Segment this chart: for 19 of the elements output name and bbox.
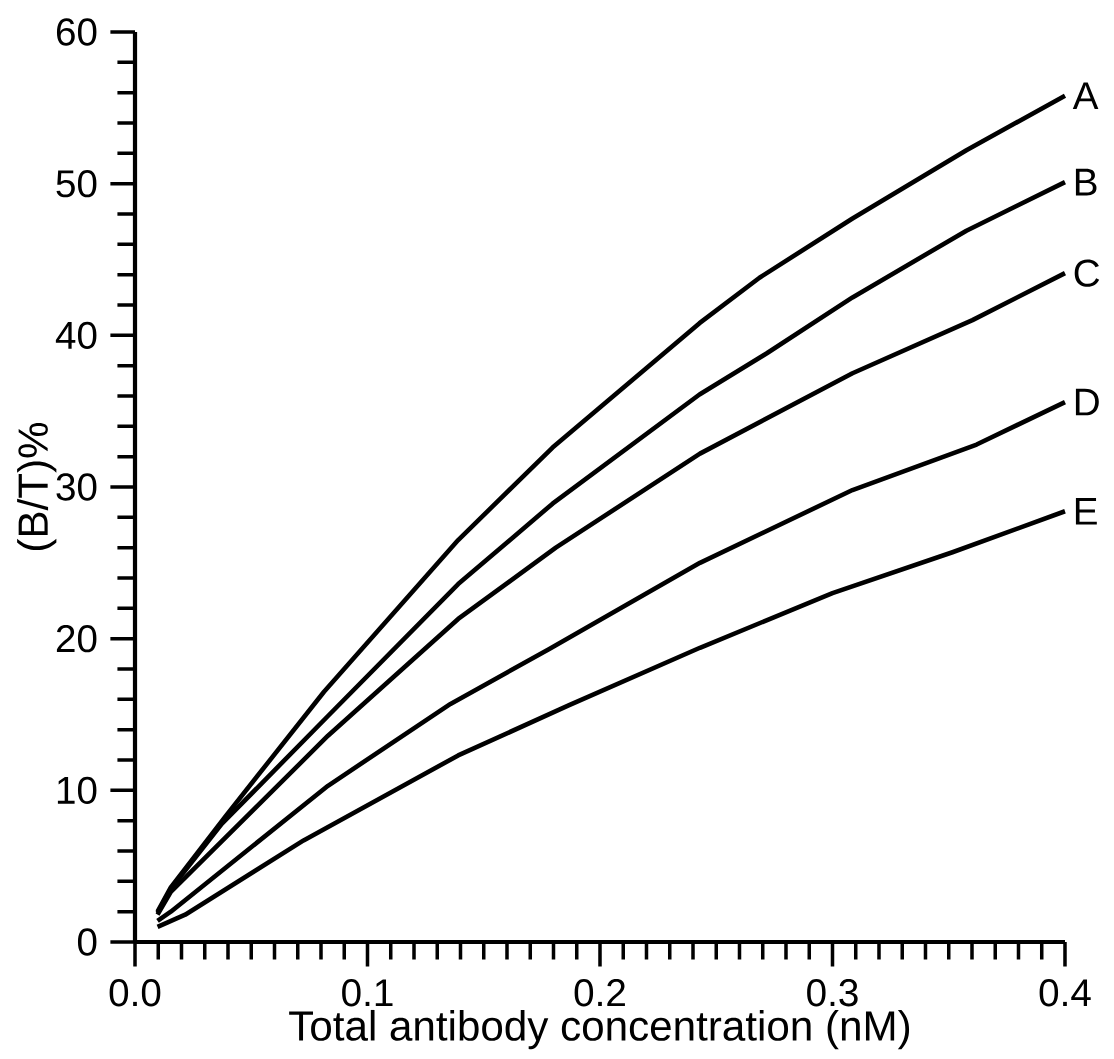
x-tick-label: 0.3	[807, 979, 858, 1007]
series-label: E	[1075, 498, 1097, 525]
y-tick-label: 10	[57, 776, 97, 805]
y-tick-label: 30	[56, 473, 97, 501]
series-label: A	[1072, 82, 1099, 109]
y-axis-title: (B/T)%	[17, 422, 57, 551]
y-tick-label: 40	[55, 321, 97, 350]
x-tick-label: 0.0	[109, 979, 161, 1007]
y-tick-label: 60	[56, 18, 97, 46]
y-tick-label: 0	[77, 928, 97, 956]
series-label: D	[1075, 388, 1099, 416]
x-tick-label: 0.1	[342, 979, 393, 1007]
y-tick-label: 50	[56, 170, 97, 198]
y-tick-label: 20	[56, 625, 97, 653]
x-tick-label: 0.4	[1039, 979, 1091, 1007]
series-label: C	[1074, 259, 1100, 287]
series-label: B	[1075, 168, 1097, 196]
x-tick-label: 0.2	[574, 979, 625, 1007]
x-axis-title: Total antibody concentration (nM)	[289, 1009, 910, 1050]
